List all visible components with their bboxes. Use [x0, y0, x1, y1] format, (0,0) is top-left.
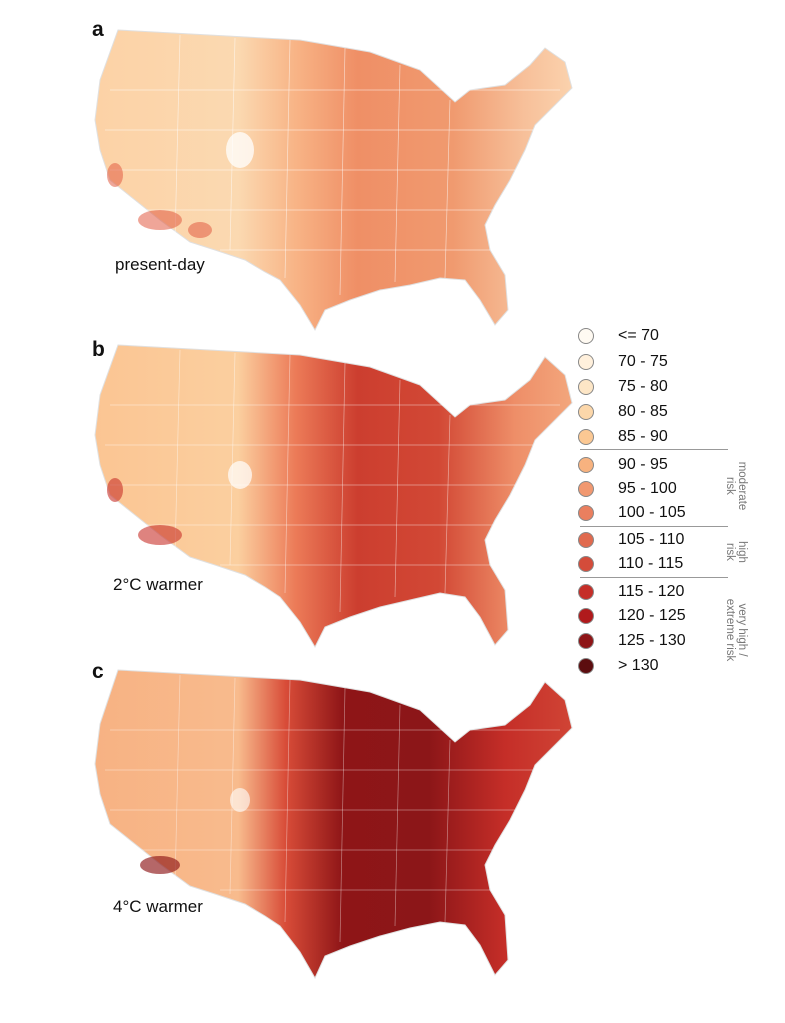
legend-label: 120 - 125	[618, 607, 686, 624]
legend-label: 90 - 95	[618, 456, 668, 473]
legend-item: 125 - 130	[578, 631, 728, 653]
group-label-line: risk	[724, 477, 736, 495]
legend-label: 95 - 100	[618, 480, 677, 497]
legend-divider	[580, 526, 728, 527]
legend-swatch	[578, 457, 594, 473]
legend-label: 125 - 130	[618, 632, 686, 649]
panel-letter-c: c	[92, 660, 104, 683]
legend-label: <= 70	[618, 327, 659, 344]
legend-swatch	[578, 584, 594, 600]
map-panel-4c-warmer: c 4°C warmer	[0, 660, 580, 990]
legend-item: 115 - 120	[578, 582, 728, 604]
legend-group-very-high-extreme-risk: very high / extreme risk	[724, 584, 748, 676]
us-outline-a	[94, 29, 573, 332]
legend-item: > 130	[578, 656, 728, 678]
us-heat-map-present-day	[94, 29, 573, 332]
panel-caption-2c-warmer: 2°C warmer	[113, 575, 203, 594]
legend-swatch	[578, 429, 594, 445]
legend-swatch	[578, 354, 594, 370]
legend-item: 80 - 85	[578, 402, 728, 424]
legend-group-high-risk: high risk	[724, 530, 748, 574]
panel-letter-b: b	[92, 338, 105, 361]
map-panel-2c-warmer: b 2°C warmer	[0, 335, 580, 665]
us-heat-map-4c-warmer	[94, 669, 573, 980]
legend-item: 70 - 75	[578, 352, 728, 374]
panel-caption-4c-warmer: 4°C warmer	[113, 897, 203, 916]
legend-item: 95 - 100	[578, 479, 728, 501]
legend-item: 110 - 115	[578, 554, 728, 576]
group-label-line: risk	[724, 543, 736, 561]
legend-swatch	[578, 532, 594, 548]
legend-item: 120 - 125	[578, 606, 728, 628]
group-label-line: extreme risk	[724, 598, 736, 662]
legend-label: 110 - 115	[618, 555, 684, 572]
legend-divider	[580, 449, 728, 450]
legend-label: 85 - 90	[618, 428, 668, 445]
legend-label: 75 - 80	[618, 378, 668, 395]
legend-swatch	[578, 481, 594, 497]
legend-label: > 130	[618, 657, 659, 674]
group-label-line: moderate	[736, 461, 748, 511]
map-panel-present-day: a	[0, 10, 580, 340]
legend-item: 100 - 105	[578, 503, 728, 525]
legend-item: 105 - 110	[578, 530, 728, 552]
legend-item: <= 70	[578, 326, 728, 348]
legend-swatch	[578, 608, 594, 624]
legend-divider	[580, 577, 728, 578]
legend-swatch	[578, 633, 594, 649]
legend-swatch	[578, 328, 594, 344]
panel-letter-a: a	[92, 18, 104, 41]
legend-swatch	[578, 658, 594, 674]
legend-swatch	[578, 404, 594, 420]
legend-label: 100 - 105	[618, 504, 686, 521]
legend-item: 90 - 95	[578, 455, 728, 477]
legend-item: 85 - 90	[578, 427, 728, 449]
panel-caption-present-day: present-day	[115, 255, 205, 274]
legend-swatch	[578, 556, 594, 572]
group-label-line: very high /	[736, 603, 748, 657]
legend-label: 80 - 85	[618, 403, 668, 420]
legend-label: 115 - 120	[618, 583, 685, 600]
legend-swatch	[578, 505, 594, 521]
legend-swatch	[578, 379, 594, 395]
group-label-line: high	[736, 541, 748, 563]
legend-item: 75 - 80	[578, 377, 728, 399]
legend-label: 70 - 75	[618, 353, 668, 370]
legend-label: 105 - 110	[618, 531, 685, 548]
legend-group-moderate-risk: moderate risk	[724, 456, 748, 516]
heat-index-legend: <= 70 70 - 75 75 - 80 80 - 85 85 - 90 90…	[578, 322, 778, 692]
us-heat-map-2c-warmer	[94, 344, 573, 649]
